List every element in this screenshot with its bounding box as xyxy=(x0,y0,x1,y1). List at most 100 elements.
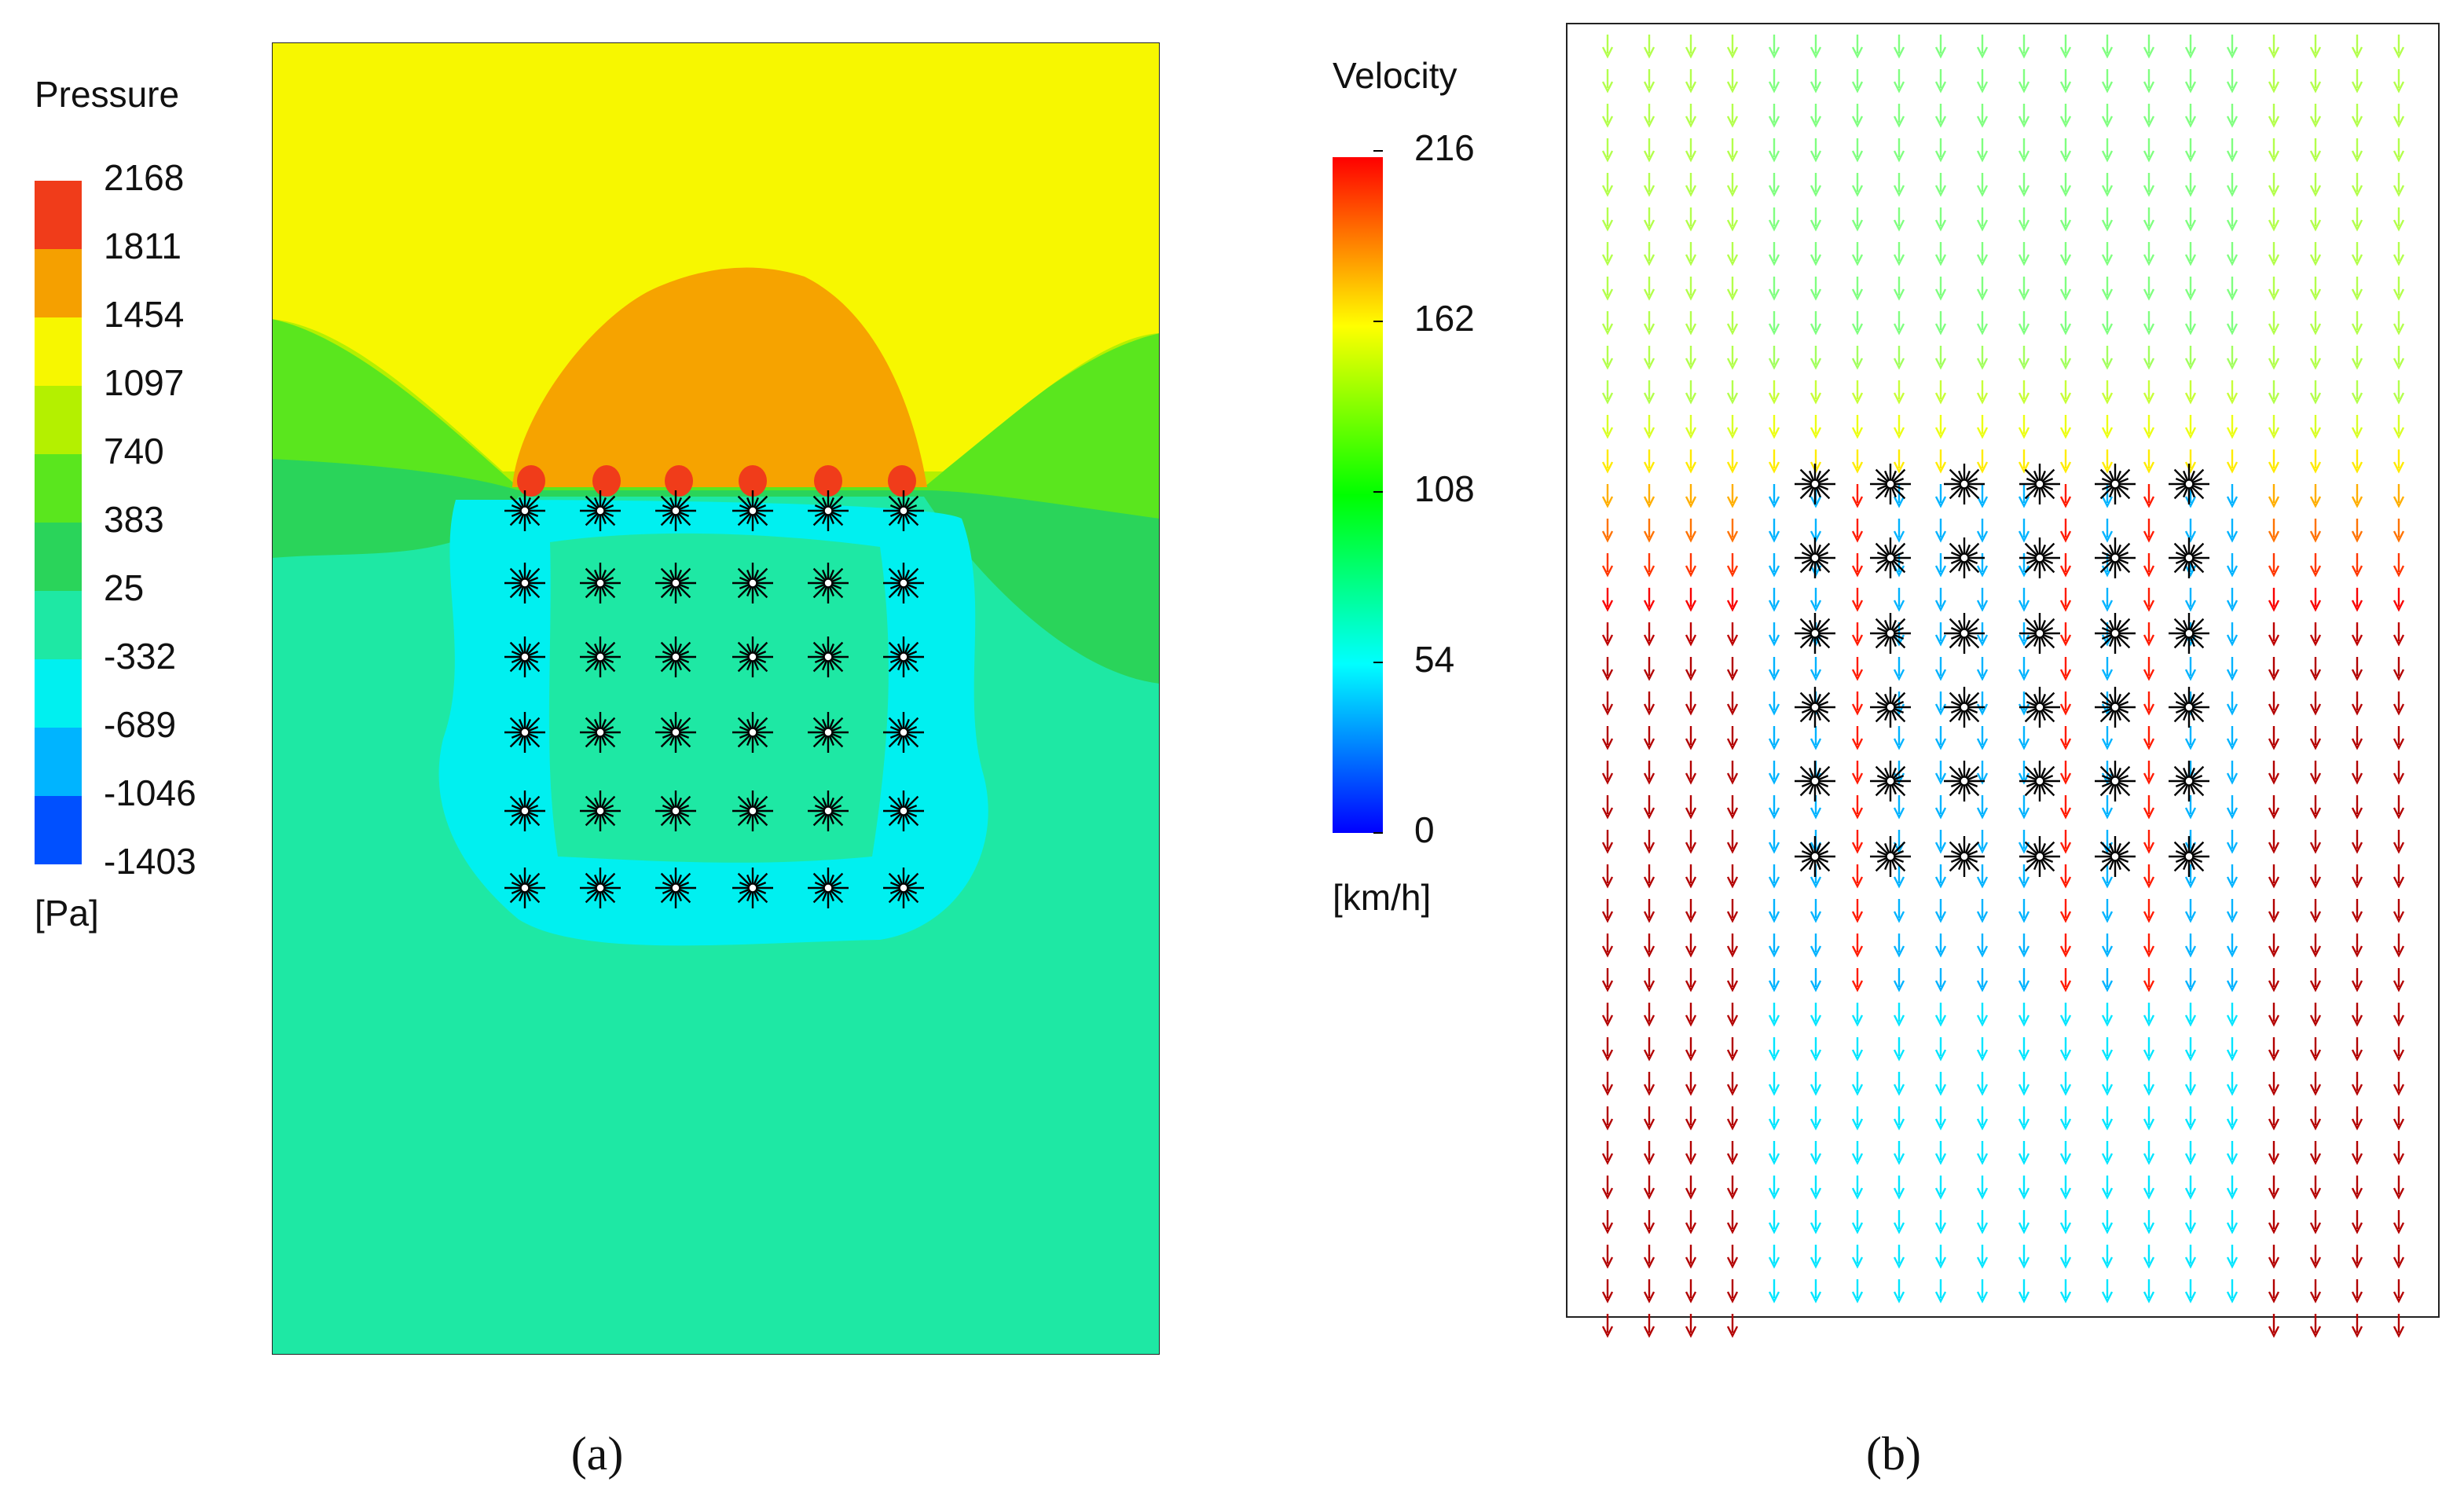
vector-head xyxy=(1601,530,1614,543)
vector-head xyxy=(2184,1222,2197,1234)
vector-head xyxy=(2309,150,2322,163)
vector-head xyxy=(1768,1256,1780,1269)
vector-head xyxy=(2226,392,2238,405)
vector-head xyxy=(2268,703,2280,716)
vector-head xyxy=(1851,1222,1864,1234)
vector-head xyxy=(2059,1049,2072,1062)
vector-head xyxy=(2392,1084,2405,1096)
vector-head xyxy=(1643,358,1656,370)
vector-head xyxy=(1685,1326,1697,1338)
vector-head xyxy=(2101,1049,2114,1062)
vector-head xyxy=(1643,738,1656,750)
vector-head xyxy=(1685,392,1697,405)
hub xyxy=(596,578,605,588)
vector-head xyxy=(2309,1291,2322,1304)
vector-head xyxy=(2268,530,2280,543)
vector-head xyxy=(1976,496,1989,508)
vector-head xyxy=(1768,807,1780,820)
vector-head xyxy=(1893,911,1905,923)
pressure-tick-label: -332 xyxy=(104,636,176,677)
vector-head xyxy=(2059,807,2072,820)
vector-head xyxy=(1934,1291,1947,1304)
vector-head xyxy=(1685,772,1697,785)
vector-head xyxy=(2101,669,2114,681)
vector-head xyxy=(1851,116,1864,128)
vector-head xyxy=(2392,980,2405,992)
vector-head xyxy=(1643,323,1656,336)
vector-head xyxy=(1726,461,1739,474)
vector-head xyxy=(1810,1256,1822,1269)
vector-head xyxy=(1685,1014,1697,1027)
vector-head xyxy=(1893,876,1905,889)
hub xyxy=(2035,852,2044,861)
vector-head xyxy=(2143,980,2155,992)
vector-head xyxy=(1643,842,1656,854)
vector-head xyxy=(2351,669,2363,681)
vector-head xyxy=(1601,1326,1614,1338)
vector-head xyxy=(1934,254,1947,266)
vector-head xyxy=(1601,1153,1614,1165)
vector-head xyxy=(2351,807,2363,820)
vector-head xyxy=(2101,358,2114,370)
vector-head xyxy=(1768,116,1780,128)
hub xyxy=(596,506,605,515)
hub xyxy=(2035,479,2044,489)
vector-head xyxy=(1726,1049,1739,1062)
vector-head xyxy=(2268,254,2280,266)
hub xyxy=(1810,553,1820,563)
vector-head xyxy=(1976,116,1989,128)
vector-head xyxy=(1768,1291,1780,1304)
vector-head xyxy=(1643,1153,1656,1165)
vector-head xyxy=(1934,911,1947,923)
vector-head xyxy=(2059,842,2072,854)
hub xyxy=(1886,479,1895,489)
vector-head xyxy=(1810,358,1822,370)
vector-head xyxy=(2226,254,2238,266)
velocity-colorbar xyxy=(1333,157,1383,833)
vector-head xyxy=(2184,1256,2197,1269)
pressure-peak xyxy=(592,465,621,497)
pressure-title: Pressure xyxy=(35,74,179,115)
vector-head xyxy=(2226,703,2238,716)
vector-head xyxy=(2184,461,2197,474)
vector-head xyxy=(2268,461,2280,474)
vector-head xyxy=(2268,600,2280,612)
hub xyxy=(1886,852,1895,861)
vector-head xyxy=(1893,945,1905,958)
vector-head xyxy=(1934,530,1947,543)
vector-head xyxy=(2268,772,2280,785)
vector-head xyxy=(1851,1187,1864,1200)
vector-head xyxy=(1976,1291,1989,1304)
hub xyxy=(748,883,757,893)
vector-head xyxy=(1976,980,1989,992)
vector-head xyxy=(1934,288,1947,301)
vector-head xyxy=(1893,496,1905,508)
vector-head xyxy=(2392,358,2405,370)
vector-head xyxy=(2101,1222,2114,1234)
pressure-peak xyxy=(517,465,545,497)
vector-head xyxy=(2392,392,2405,405)
vector-head xyxy=(1976,807,1989,820)
vector-head xyxy=(1643,461,1656,474)
vector-head xyxy=(2268,669,2280,681)
vector-head xyxy=(1726,772,1739,785)
hub xyxy=(520,883,530,893)
vector-head xyxy=(2392,945,2405,958)
vector-head xyxy=(1976,634,1989,647)
vector-head xyxy=(1810,945,1822,958)
vector-head xyxy=(1601,461,1614,474)
vector-head xyxy=(2018,185,2030,197)
color-band xyxy=(35,249,82,317)
vector-head xyxy=(1810,669,1822,681)
vector-head xyxy=(1726,1118,1739,1131)
vector-head xyxy=(2143,46,2155,59)
vector-head xyxy=(2184,530,2197,543)
vector-head xyxy=(2268,807,2280,820)
vector-head xyxy=(2226,842,2238,854)
color-band xyxy=(35,591,82,659)
vector-head xyxy=(1810,600,1822,612)
vector-head xyxy=(2143,116,2155,128)
pressure-tick-label: 1097 xyxy=(104,362,184,403)
vector-head xyxy=(1685,1256,1697,1269)
vector-head xyxy=(2059,1187,2072,1200)
